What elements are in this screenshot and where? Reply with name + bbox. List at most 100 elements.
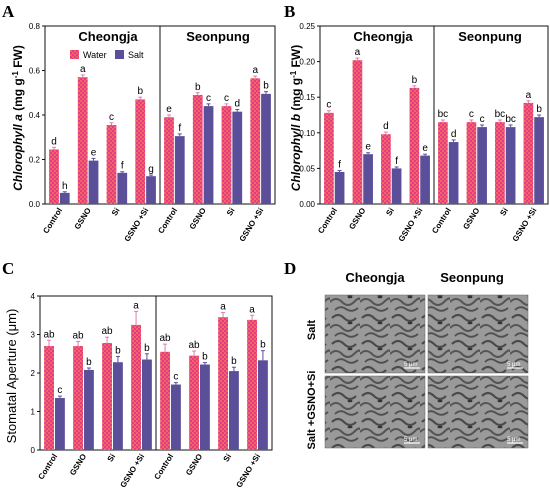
panel-a-group1: Cheongja — [78, 29, 138, 44]
significance-letter-b: d — [451, 129, 457, 140]
bar-c-water — [44, 346, 54, 450]
significance-letter-a: b — [195, 82, 201, 93]
y-tick-label-b: 0.00 — [299, 200, 315, 209]
significance-letter-a: f — [178, 123, 181, 134]
x-tick-label-a: GSNO +Si — [123, 206, 151, 243]
micrograph-treated-cheongja — [324, 375, 426, 449]
significance-letter-a: g — [148, 164, 154, 175]
bar-a-salt — [59, 192, 70, 204]
significance-letter-c: ab — [44, 329, 56, 340]
panel-b-ylabel: Chlorophyll b (mg g-1 FW) — [289, 45, 303, 191]
x-tick-label-c: Si — [222, 452, 234, 463]
significance-letter-b: c — [480, 114, 485, 125]
significance-letter-b: bc — [438, 109, 449, 120]
panel-b-ylabel-rest: (mg g — [289, 78, 303, 114]
y-tick-label-b: 0.15 — [299, 93, 315, 102]
x-tick-label-a: GSNO — [73, 206, 93, 231]
significance-letter-a: d — [234, 98, 240, 109]
panel-letter-b: B — [284, 2, 295, 21]
panel-d-row2: Salt +GSNO+Si — [306, 371, 318, 450]
panel-d-col1: Cheongja — [345, 270, 405, 285]
significance-letter-c: a — [249, 304, 255, 315]
x-tick-label-c: GSNO +Si — [118, 452, 146, 489]
significance-letter-c: b — [202, 352, 208, 363]
x-tick-label-b: Control — [316, 206, 339, 235]
bar-b-water — [438, 122, 448, 204]
panel-a-ylabel-sup: -1 — [11, 71, 20, 79]
x-tick-label-b: GSNO — [347, 206, 367, 231]
bar-b-water — [381, 134, 391, 204]
bar-a-water — [106, 125, 117, 204]
x-tick-label-c: GSNO — [184, 452, 204, 477]
bar-b-water — [495, 122, 505, 204]
x-tick-label-a: Control — [41, 206, 64, 235]
significance-letter-c: a — [133, 300, 139, 311]
significance-letter-b: bc — [505, 114, 516, 125]
significance-letter-b: e — [365, 142, 371, 153]
significance-letter-b: b — [412, 75, 418, 86]
bar-c-salt — [258, 360, 268, 450]
bar-b-salt — [334, 171, 345, 204]
bar-a-water — [250, 78, 261, 204]
scale-label-3: 5 μm — [404, 437, 417, 443]
x-tick-label-a: GSNO +Si — [238, 206, 266, 243]
significance-letter-c: a — [220, 302, 226, 313]
significance-letter-a: b — [263, 81, 269, 92]
x-tick-label-b: Si — [498, 206, 510, 217]
bar-b-water — [352, 60, 363, 205]
scale-label-1: 5 μm — [404, 362, 417, 368]
significance-letter-b: bc — [495, 109, 506, 120]
x-tick-label-a: Si — [110, 206, 122, 217]
significance-letter-a: h — [62, 181, 68, 192]
x-tick-label-a: GSNO — [188, 206, 208, 231]
significance-letter-c: b — [144, 343, 150, 354]
panel-letter-d: D — [284, 259, 296, 278]
significance-letter-c: ab — [160, 333, 172, 344]
bar-b-salt — [505, 127, 516, 204]
y-tick-label-a: 0.2 — [29, 156, 41, 165]
bar-a-salt — [117, 172, 128, 204]
legend-water-swatch — [70, 50, 79, 59]
y-tick-label-a: 0.4 — [29, 111, 41, 120]
bar-b-water — [466, 122, 477, 204]
significance-letter-a: e — [91, 147, 97, 158]
bar-a-salt — [174, 136, 185, 204]
significance-letter-a: d — [51, 136, 57, 147]
bar-b-salt — [534, 117, 544, 204]
y-tick-label-b: 0.20 — [299, 58, 315, 67]
bar-c-salt — [55, 398, 65, 450]
scale-label-4: 5 μm — [507, 437, 520, 443]
significance-letter-b: d — [383, 121, 389, 132]
bar-c-water — [102, 342, 112, 450]
panel-a-ylabel-rest: (mg g — [11, 78, 25, 114]
bar-c-water — [218, 317, 228, 450]
significance-letter-b: a — [355, 47, 361, 58]
significance-letter-c: c — [173, 372, 178, 383]
x-tick-label-c: Si — [106, 452, 118, 463]
significance-letter-c: b — [86, 357, 92, 368]
micrograph-treated-seonpung — [427, 375, 529, 449]
bar-c-water — [247, 319, 257, 450]
significance-letter-a: b — [137, 86, 143, 97]
significance-letter-a: a — [80, 64, 86, 75]
panel-letter-c: C — [2, 259, 14, 278]
bar-b-water — [523, 102, 534, 204]
panel-letter-a: A — [2, 2, 15, 21]
significance-letter-b: a — [526, 90, 532, 101]
panel-b-group2: Seonpung — [458, 29, 522, 44]
bar-b-water — [409, 87, 420, 204]
y-tick-label-c: 3 — [31, 331, 36, 340]
panel-b-ylabel-end: FW) — [289, 45, 303, 71]
bar-c-salt — [84, 369, 94, 450]
bar-a-water — [77, 77, 88, 204]
y-tick-label-a: 0.6 — [29, 67, 41, 76]
panel-a-group2: Seonpung — [186, 29, 250, 44]
bar-c-water — [189, 355, 199, 450]
panel-a-ylabel-end: FW) — [11, 45, 25, 71]
significance-letter-a: c — [224, 93, 229, 104]
significance-letter-a: f — [121, 161, 124, 172]
panel-a-ylabel-italic: Chlorophyll a — [11, 114, 25, 191]
significance-letter-a: c — [206, 93, 211, 104]
bar-c-salt — [229, 371, 239, 450]
